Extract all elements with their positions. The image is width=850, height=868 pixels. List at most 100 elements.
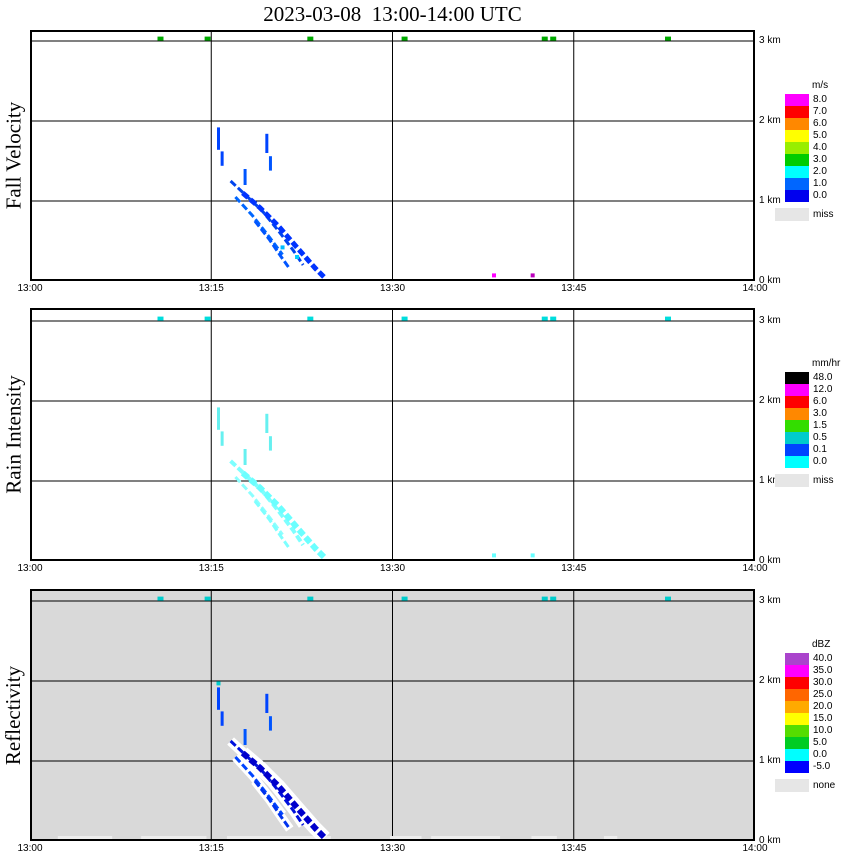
y-axis-label: 2 km (759, 115, 781, 126)
colorbar-tick-label: 5.0 (813, 737, 827, 748)
colorbar-tick-label: 0.0 (813, 190, 827, 201)
colorbar-entry: 1.0 (785, 178, 849, 190)
colorbar-swatch (785, 444, 809, 456)
colorbar-missing-label: none (813, 779, 836, 791)
reflectivity-axis-labels: 0 km 1 km 2 km 3 km 13:00 13:15 13:30 13:45 14:0… (0, 589, 850, 854)
colorbar-swatch (785, 749, 809, 761)
colorbar-entry: 3.0 (785, 154, 849, 166)
colorbar-tick-label: 1.5 (813, 420, 827, 431)
colorbar-missing-entry: miss (775, 208, 849, 221)
colorbar-missing-entry: miss (775, 474, 849, 487)
colorbar-missing-entry: none (775, 779, 849, 792)
colorbar-entry: 10.0 (785, 725, 849, 737)
colorbar-swatch (785, 372, 809, 384)
x-axis-label: 14:00 (742, 283, 768, 294)
colorbar-tick-label: 1.0 (813, 178, 827, 189)
rain_intensity-streak (240, 470, 327, 560)
colorbar-unit: m/s (812, 80, 829, 91)
colorbar-tick-label: 20.0 (813, 701, 833, 712)
x-axis-label: 13:00 (17, 283, 43, 294)
colorbar-swatch (785, 396, 809, 408)
colorbar-tick-label: 0.0 (813, 749, 827, 760)
fall-velocity-plot (30, 30, 755, 281)
colorbar-tick-label: 6.0 (813, 118, 827, 129)
colorbar-swatch (785, 456, 809, 468)
colorbar-entry: 2.0 (785, 166, 849, 178)
colorbar-swatch (785, 737, 809, 749)
colorbar-swatch (785, 190, 809, 202)
colorbar-tick-label: 48.0 (813, 372, 833, 383)
colorbar-tick-label: 12.0 (813, 384, 833, 395)
colorbar-swatch (785, 178, 809, 190)
colorbar-swatch (785, 420, 809, 432)
colorbar-swatch (785, 665, 809, 677)
y-axis-label: 3 km (759, 315, 781, 326)
colorbar-tick-label: 10.0 (813, 725, 833, 736)
x-axis-label: 14:00 (742, 563, 768, 574)
colorbar-tick-label: 8.0 (813, 94, 827, 105)
colorbar-entry: 4.0 (785, 142, 849, 154)
colorbar-entry: 0.5 (785, 432, 849, 444)
x-axis-label: 13:30 (379, 843, 406, 854)
colorbar-entry: 6.0 (785, 396, 849, 408)
y-axis-label: 0 km (759, 275, 781, 286)
colorbar-tick-label: 40.0 (813, 653, 833, 664)
y-axis-label: 3 km (759, 35, 781, 46)
colorbar-tick-label: 3.0 (813, 408, 827, 419)
reflectivity-streak (240, 750, 327, 840)
colorbar-entry: 40.0 (785, 653, 849, 665)
fall-velocity-axis-labels: 0 km 1 km 2 km 3 km 13:00 13:15 13:30 13:45 14:0… (0, 30, 850, 294)
colorbar-tick-label: 2.0 (813, 166, 827, 177)
x-axis-label: 13:30 (379, 283, 406, 294)
colorbar-missing-swatch (775, 474, 809, 487)
rain_intensity-streak (229, 459, 305, 547)
chart-title: 2023-03-08 13:00-14:00 UTC (263, 2, 522, 26)
rain-intensity-plot (30, 308, 755, 561)
rain_intensity-streak (234, 475, 284, 536)
colorbar-entry: 0.0 (785, 190, 849, 202)
colorbar-entry: 5.0 (785, 737, 849, 749)
fall-velocity-panel: Fall Velocity 0 km 1 km 2 km 3 km 13:00 13:15… (0, 30, 850, 294)
reflectivity-plot (30, 589, 755, 841)
colorbar-tick-label: 0.5 (813, 432, 827, 443)
colorbar-swatch (785, 166, 809, 178)
rain_intensity-streak (253, 500, 292, 550)
colorbar-entry: 25.0 (785, 689, 849, 701)
colorbar-missing-swatch (775, 208, 809, 221)
y-axis-label: 1 km (759, 195, 781, 206)
y-axis-label: 1 km (759, 475, 781, 486)
colorbar-entry: 30.0 (785, 677, 849, 689)
x-axis-label: 13:15 (198, 283, 224, 294)
colorbar-entry: 6.0 (785, 118, 849, 130)
colorbar-entry: 35.0 (785, 665, 849, 677)
x-axis-label: 13:30 (379, 563, 406, 574)
colorbar-tick-label: 3.0 (813, 154, 827, 165)
colorbar-tick-label: 0.1 (813, 444, 827, 455)
colorbar-tick-label: 35.0 (813, 665, 833, 676)
colorbar-tick-label: 4.0 (813, 142, 827, 153)
rain-intensity-colorbar: mm/hr 48.0 12.0 6.0 3.0 1.5 0.5 0.1 0.0 miss (775, 358, 849, 487)
colorbar-entry: 20.0 (785, 701, 849, 713)
x-axis-label: 13:00 (17, 563, 43, 574)
colorbar-entry: 0.0 (785, 456, 849, 468)
colorbar-tick-label: 15.0 (813, 713, 833, 724)
colorbar-entry: 5.0 (785, 130, 849, 142)
rain-intensity-panel: Rain Intensity 0 km 1 km 2 km 3 km 13:00 13:1… (0, 308, 850, 574)
reflectivity-streak (253, 780, 292, 830)
reflectivity-colorbar: dBZ 40.0 35.0 30.0 25.0 20.0 15.0 10.0 5.0 0.0 -5.… (775, 639, 849, 792)
colorbar-tick-label: 6.0 (813, 396, 827, 407)
colorbar-swatch (785, 130, 809, 142)
colorbar-tick-label: 0.0 (813, 456, 827, 467)
colorbar-swatch (785, 154, 809, 166)
colorbar-entry: 3.0 (785, 408, 849, 420)
fall_velocity-streak (253, 220, 292, 270)
fall_velocity-streak (241, 191, 327, 280)
colorbar-entry: 1.5 (785, 420, 849, 432)
colorbar-swatch (785, 677, 809, 689)
x-axis-label: 13:45 (561, 843, 587, 854)
colorbar-tick-label: 7.0 (813, 106, 827, 117)
colorbar-unit: dBZ (812, 639, 831, 650)
y-axis-label: 2 km (759, 675, 781, 686)
reflectivity-streak (234, 755, 284, 816)
x-axis-label: 14:00 (742, 843, 768, 854)
